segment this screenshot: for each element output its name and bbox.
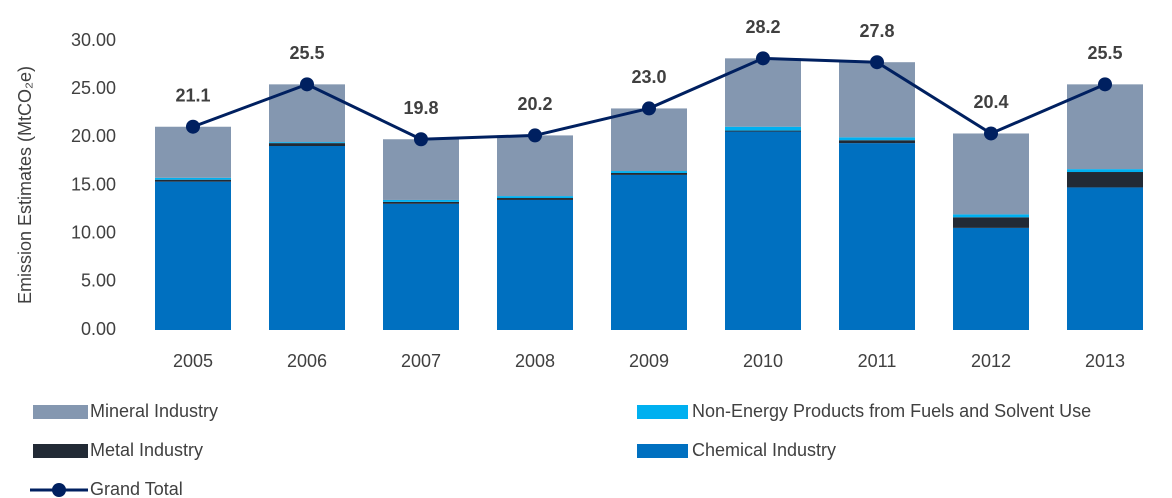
x-tick-label: 2013: [1085, 351, 1125, 371]
bar-segment: [155, 179, 231, 182]
x-tick-label: 2012: [971, 351, 1011, 371]
bar-segment: [725, 130, 801, 132]
bar-segment: [269, 146, 345, 330]
x-tick-label: 2008: [515, 351, 555, 371]
bar-segment: [155, 177, 231, 180]
legend-label: Non-Energy Products from Fuels and Solve…: [692, 401, 1091, 421]
bar-segment: [953, 227, 1029, 330]
bar-segment: [269, 142, 345, 144]
x-tick-label: 2006: [287, 351, 327, 371]
total-marker: [642, 101, 656, 116]
y-tick-label: 10.00: [71, 222, 116, 242]
y-tick-label: 25.00: [71, 78, 116, 98]
data-label: 28.2: [745, 17, 780, 37]
bar-segment: [839, 137, 915, 141]
legend-label: Grand Total: [90, 479, 183, 498]
bar-segment: [155, 181, 231, 330]
total-marker: [984, 126, 998, 141]
bar-segment: [497, 199, 573, 330]
bar-segment: [839, 62, 915, 138]
bar-segment: [497, 198, 573, 200]
legend-swatch: [33, 444, 88, 458]
bar-segment: [953, 214, 1029, 218]
data-label: 25.5: [289, 43, 324, 63]
y-tick-label: 30.00: [71, 30, 116, 50]
total-marker: [414, 132, 428, 147]
bar-segment: [953, 133, 1029, 215]
x-tick-label: 2011: [858, 351, 897, 371]
bar-segment: [383, 199, 459, 202]
total-marker: [186, 119, 200, 134]
bar-segment: [953, 217, 1029, 228]
bar-segment: [1067, 187, 1143, 330]
bar-segment: [1067, 84, 1143, 170]
data-label: 21.1: [175, 85, 210, 105]
bar-segment: [839, 143, 915, 330]
legend-swatch: [637, 405, 688, 419]
y-axis-label: Emission Estimates (MtCO₂e): [15, 66, 35, 304]
bar-segment: [611, 174, 687, 330]
legend-swatch: [33, 405, 88, 419]
data-label: 20.2: [517, 94, 552, 114]
bar-segment: [725, 126, 801, 131]
bar-segment: [383, 203, 459, 330]
bar-segment: [155, 126, 231, 178]
total-marker: [528, 128, 542, 143]
bar-segment: [383, 139, 459, 200]
x-tick-label: 2005: [173, 351, 213, 371]
data-label: 25.5: [1087, 43, 1122, 63]
x-tick-label: 2009: [629, 351, 669, 371]
y-tick-label: 5.00: [81, 271, 116, 291]
bar-segment: [497, 196, 573, 199]
total-marker: [870, 55, 884, 70]
data-label: 23.0: [631, 67, 666, 87]
y-tick-label: 15.00: [71, 174, 116, 194]
bar-segment: [383, 201, 459, 204]
legend-label: Mineral Industry: [90, 401, 218, 421]
x-tick-label: 2010: [743, 351, 783, 371]
bar-segment: [725, 131, 801, 330]
data-label: 20.4: [973, 92, 1008, 112]
bar-segment: [839, 140, 915, 144]
data-label: 27.8: [859, 21, 894, 41]
y-tick-label: 0.00: [81, 319, 116, 339]
data-label: 19.8: [403, 98, 438, 118]
total-marker: [1098, 77, 1112, 92]
total-marker: [300, 77, 314, 92]
legend-label: Chemical Industry: [692, 440, 836, 460]
legend-swatch: [637, 444, 688, 458]
bar-segment: [611, 171, 687, 173]
bar-segment: [611, 172, 687, 175]
x-tick-label: 2007: [401, 351, 441, 371]
bar-segment: [269, 143, 345, 147]
total-marker: [756, 51, 770, 66]
bar-segment: [611, 108, 687, 172]
bar-segment: [497, 135, 573, 197]
legend-marker: [52, 483, 66, 497]
bar-segment: [1067, 172, 1143, 188]
y-tick-label: 20.00: [71, 126, 116, 146]
bar-segment: [1067, 169, 1143, 173]
legend-label: Metal Industry: [90, 440, 203, 460]
